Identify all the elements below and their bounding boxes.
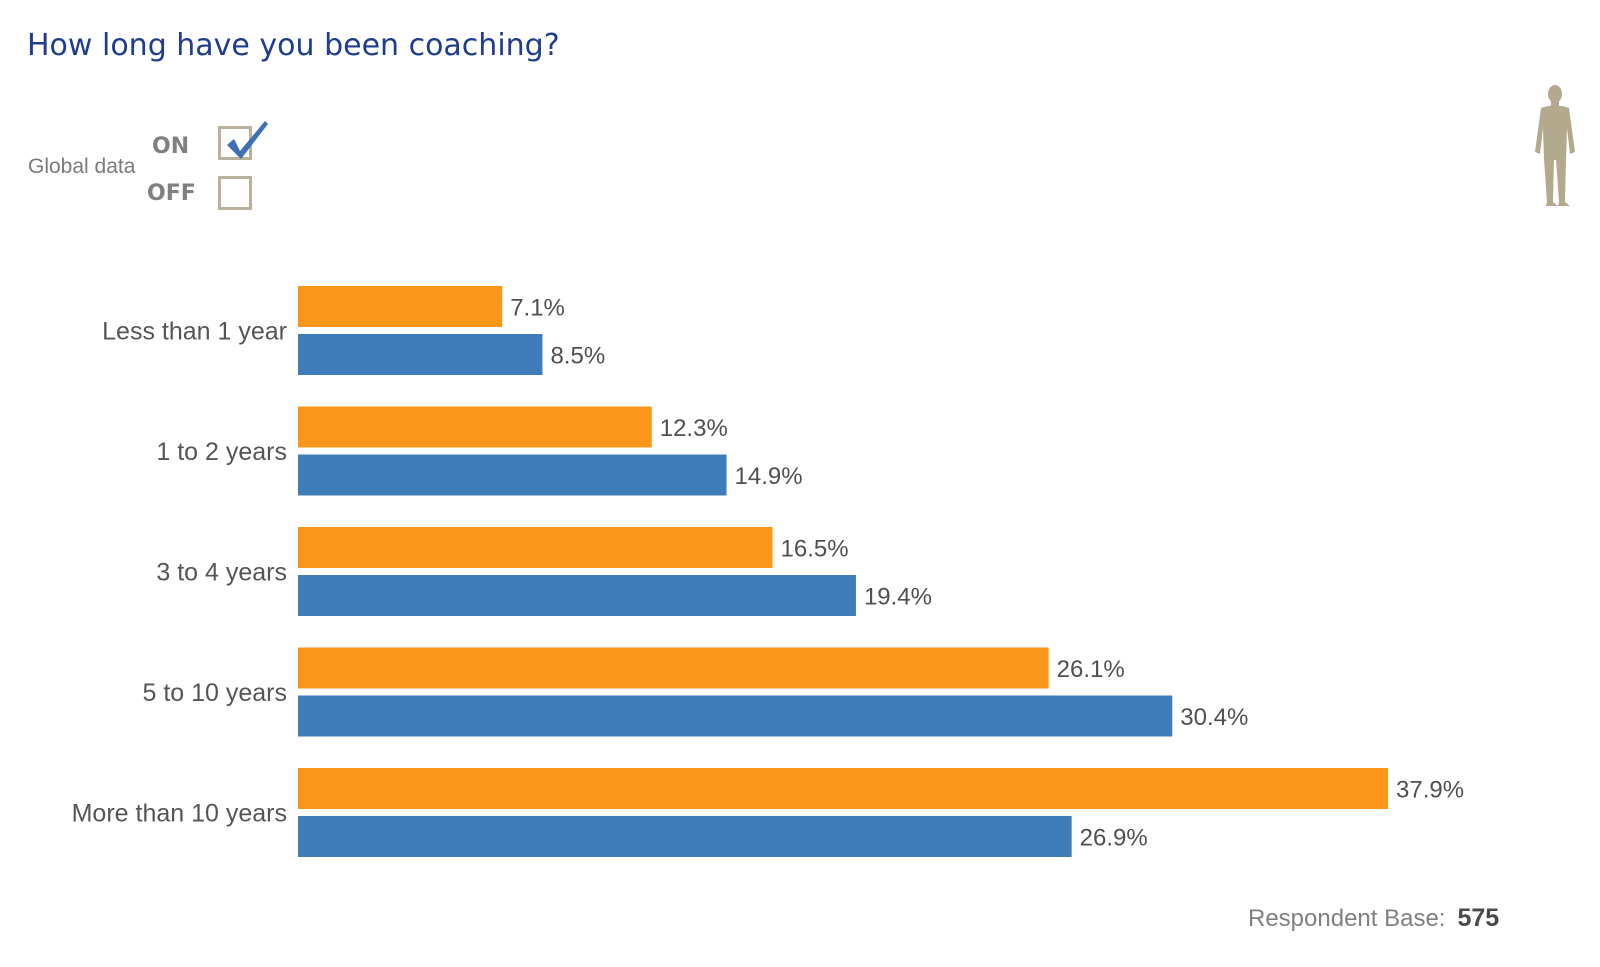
respondent-base-value: 575 (1457, 904, 1500, 932)
bar-orange (298, 406, 652, 448)
category-label: Less than 1 year (102, 318, 287, 346)
category-label: 5 to 10 years (142, 679, 287, 707)
bar-blue (298, 454, 727, 496)
bar-orange (298, 527, 773, 568)
category-label: 3 to 4 years (156, 559, 287, 587)
data-label: 14.9% (735, 463, 803, 490)
data-label: 26.1% (1057, 656, 1125, 683)
bar-orange (298, 647, 1049, 689)
data-label: 8.5% (550, 343, 605, 370)
data-label: 16.5% (781, 536, 849, 563)
data-label: 37.9% (1396, 777, 1464, 804)
category-label: More than 10 years (72, 800, 287, 828)
category-label: 1 to 2 years (156, 438, 287, 466)
data-label: 26.9% (1080, 825, 1148, 852)
person-silhouette-icon (1535, 85, 1575, 206)
bar-blue (298, 334, 543, 375)
bar-blue (298, 575, 856, 616)
on-checkbox[interactable] (218, 121, 268, 160)
bar-orange (298, 286, 503, 327)
checkmark-icon (227, 121, 268, 159)
data-label: 12.3% (660, 415, 728, 442)
data-label: 19.4% (864, 584, 932, 611)
bar-orange (298, 768, 1388, 809)
global-data-label: Global data (28, 155, 136, 178)
data-label: 7.1% (510, 295, 565, 322)
on-option-label: ON (152, 134, 190, 159)
page-title: How long have you been coaching? (27, 28, 560, 63)
data-label: 30.4% (1180, 704, 1248, 731)
respondent-base-label: Respondent Base: (1248, 905, 1446, 932)
off-option-label: OFF (147, 181, 196, 206)
bar-blue (298, 695, 1173, 737)
off-checkbox[interactable] (218, 176, 252, 210)
bar-blue (298, 816, 1072, 857)
respondent-base: Respondent Base: 575 (1248, 904, 1499, 933)
